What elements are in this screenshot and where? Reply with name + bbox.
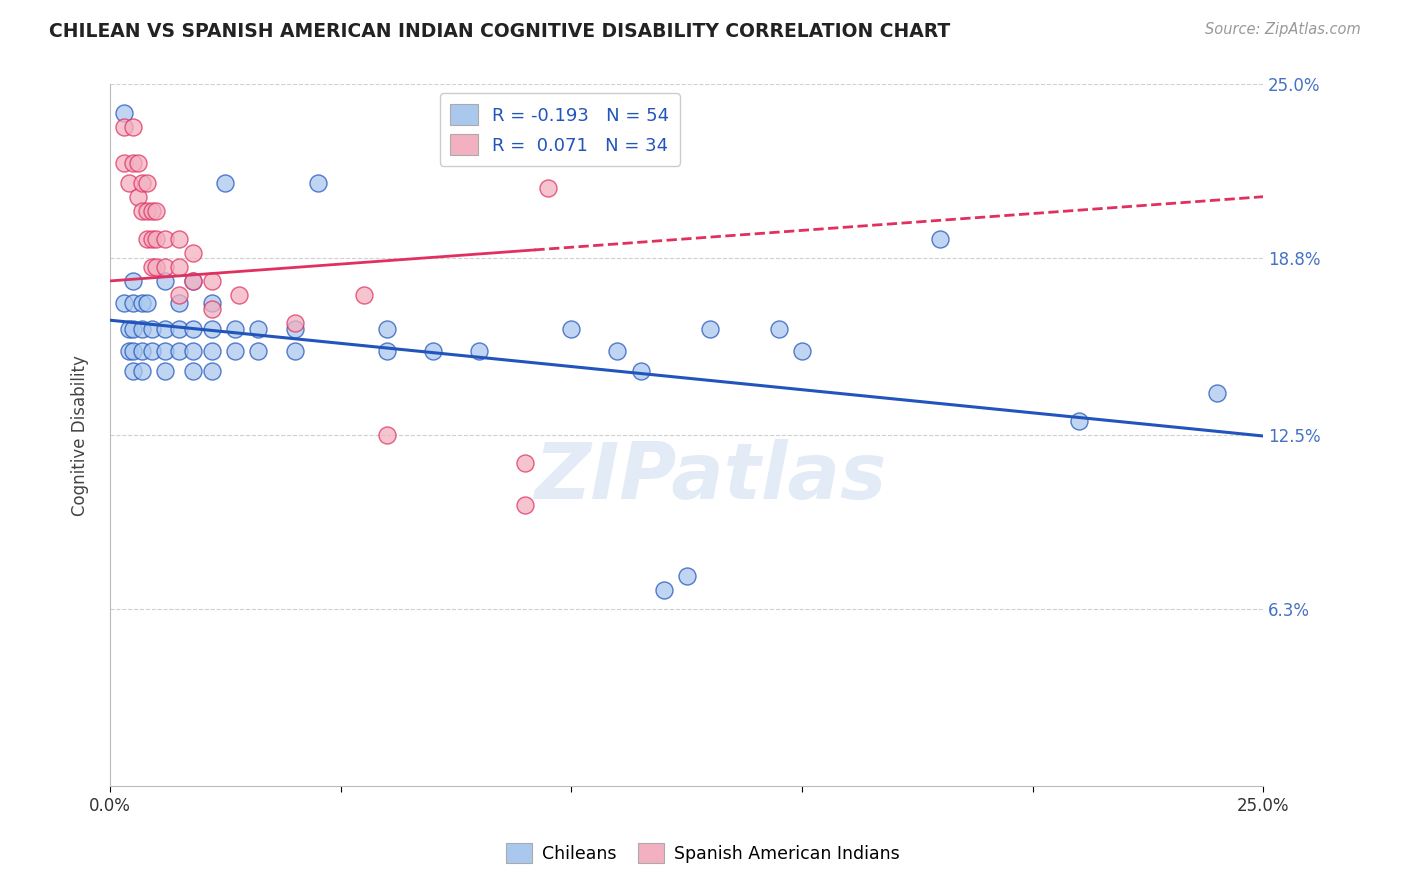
Point — [145, 232, 167, 246]
Point — [122, 120, 145, 134]
Point — [468, 344, 491, 359]
Point — [630, 364, 652, 378]
Point — [167, 260, 190, 274]
Point — [699, 321, 721, 335]
Y-axis label: Cognitive Disability: Cognitive Disability — [72, 355, 89, 516]
Point — [131, 176, 153, 190]
Point — [167, 296, 190, 310]
Point — [181, 321, 204, 335]
Point — [131, 321, 153, 335]
Point — [167, 344, 190, 359]
Point — [246, 321, 269, 335]
Point — [112, 156, 135, 170]
Point — [200, 344, 222, 359]
Point — [353, 288, 375, 302]
Point — [284, 344, 307, 359]
Point — [181, 274, 204, 288]
Point — [560, 321, 582, 335]
Point — [284, 321, 307, 335]
Point — [112, 105, 135, 120]
Point — [422, 344, 444, 359]
Point — [131, 296, 153, 310]
Point — [181, 274, 204, 288]
Point — [228, 288, 250, 302]
Point — [1067, 414, 1090, 428]
Point — [675, 568, 697, 582]
Text: Source: ZipAtlas.com: Source: ZipAtlas.com — [1205, 22, 1361, 37]
Point — [181, 245, 204, 260]
Point — [136, 296, 159, 310]
Point — [141, 344, 163, 359]
Point — [515, 499, 537, 513]
Point — [375, 321, 398, 335]
Point — [145, 260, 167, 274]
Point — [181, 344, 204, 359]
Point — [112, 296, 135, 310]
Point — [515, 456, 537, 470]
Point — [768, 321, 790, 335]
Point — [284, 316, 307, 330]
Point — [224, 344, 246, 359]
Point — [200, 296, 222, 310]
Point — [1206, 386, 1229, 401]
Point — [155, 232, 177, 246]
Point — [224, 321, 246, 335]
Point — [200, 321, 222, 335]
Point — [131, 344, 153, 359]
Point — [155, 344, 177, 359]
Point — [131, 364, 153, 378]
Point — [145, 203, 167, 218]
Point — [652, 582, 675, 597]
Point — [141, 203, 163, 218]
Point — [537, 181, 560, 195]
Point — [155, 274, 177, 288]
Point — [200, 274, 222, 288]
Point — [117, 176, 139, 190]
Point — [122, 156, 145, 170]
Point — [375, 428, 398, 442]
Point — [141, 232, 163, 246]
Point — [127, 190, 149, 204]
Point — [112, 120, 135, 134]
Point — [122, 296, 145, 310]
Text: ZIPatlas: ZIPatlas — [534, 440, 886, 516]
Point — [246, 344, 269, 359]
Point — [122, 321, 145, 335]
Text: CHILEAN VS SPANISH AMERICAN INDIAN COGNITIVE DISABILITY CORRELATION CHART: CHILEAN VS SPANISH AMERICAN INDIAN COGNI… — [49, 22, 950, 41]
Point — [181, 364, 204, 378]
Point — [136, 176, 159, 190]
Point — [200, 301, 222, 316]
Point — [117, 344, 139, 359]
Point — [122, 364, 145, 378]
Point — [167, 288, 190, 302]
Point — [790, 344, 813, 359]
Point — [127, 156, 149, 170]
Point — [167, 321, 190, 335]
Point — [155, 321, 177, 335]
Point — [131, 203, 153, 218]
Point — [375, 344, 398, 359]
Point — [214, 176, 236, 190]
Point — [155, 364, 177, 378]
Point — [167, 232, 190, 246]
Point — [929, 232, 952, 246]
Point — [200, 364, 222, 378]
Legend: R = -0.193   N = 54, R =  0.071   N = 34: R = -0.193 N = 54, R = 0.071 N = 34 — [440, 94, 681, 166]
Point — [136, 203, 159, 218]
Point — [606, 344, 628, 359]
Point — [307, 176, 329, 190]
Point — [141, 260, 163, 274]
Point — [136, 232, 159, 246]
Point — [141, 321, 163, 335]
Point — [122, 344, 145, 359]
Legend: Chileans, Spanish American Indians: Chileans, Spanish American Indians — [499, 836, 907, 870]
Point — [155, 260, 177, 274]
Point — [117, 321, 139, 335]
Point — [122, 274, 145, 288]
